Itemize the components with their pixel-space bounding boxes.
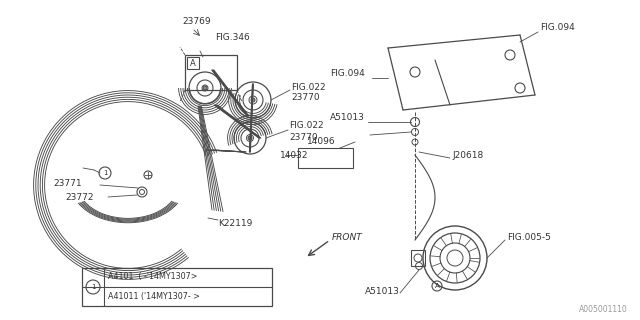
- Text: A: A: [190, 59, 196, 68]
- Text: 23769: 23769: [182, 18, 211, 27]
- Text: FIG.094: FIG.094: [540, 23, 575, 33]
- Text: FRONT: FRONT: [332, 234, 363, 243]
- Bar: [298, 148, 353, 168]
- Text: A51013: A51013: [365, 287, 400, 297]
- Text: A4101  ( -'14MY1307>: A4101 ( -'14MY1307>: [108, 271, 198, 281]
- Text: A005001110: A005001110: [579, 305, 628, 314]
- Bar: [185, 55, 237, 90]
- Text: 23772: 23772: [65, 193, 93, 202]
- Bar: [82, 268, 272, 306]
- Text: 23770: 23770: [289, 132, 317, 141]
- Text: A41011 ('14MY1307- >: A41011 ('14MY1307- >: [108, 292, 200, 300]
- Text: FIG.022: FIG.022: [289, 121, 324, 130]
- Text: A: A: [435, 283, 440, 289]
- Text: FIG.022: FIG.022: [291, 83, 326, 92]
- Circle shape: [248, 136, 252, 140]
- Text: 23770: 23770: [291, 92, 319, 101]
- Text: 23771: 23771: [53, 179, 82, 188]
- Bar: [187, 57, 199, 69]
- Circle shape: [251, 98, 255, 102]
- Circle shape: [203, 86, 207, 90]
- Text: 14032: 14032: [280, 150, 308, 159]
- Text: FIG.005-5: FIG.005-5: [507, 233, 551, 242]
- Text: FIG.094: FIG.094: [330, 68, 365, 77]
- Text: 1: 1: [91, 284, 95, 290]
- Text: 14096: 14096: [307, 138, 335, 147]
- Text: K22119: K22119: [218, 219, 252, 228]
- Text: FIG.346: FIG.346: [215, 34, 250, 43]
- Bar: [411, 250, 425, 266]
- Text: J20618: J20618: [452, 150, 483, 159]
- Text: A51013: A51013: [330, 114, 365, 123]
- Text: 1: 1: [103, 170, 108, 176]
